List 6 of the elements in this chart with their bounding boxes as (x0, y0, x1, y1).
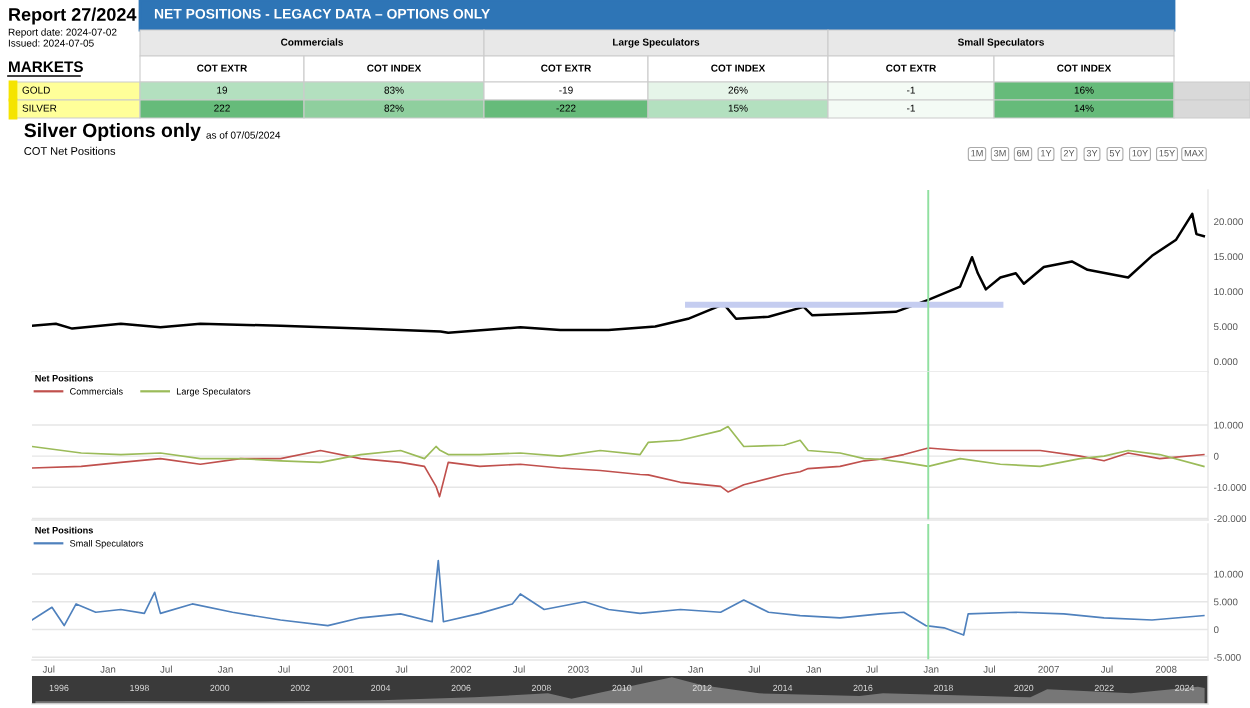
line-series (32, 447, 1205, 498)
chart-title: Silver Options only (24, 122, 201, 142)
line-series (32, 559, 1205, 636)
line-series (32, 425, 1205, 468)
text: Report 27/2024 (9, 7, 137, 25)
line-series (32, 212, 1206, 335)
